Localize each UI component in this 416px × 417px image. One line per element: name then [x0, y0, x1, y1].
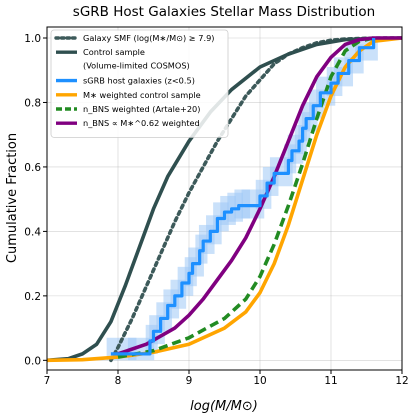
x-tick-label: 8 [115, 375, 122, 387]
legend-galaxy-smf-label: Galaxy SMF (log(M∗/M⊙) ≥ 7.9) [83, 33, 214, 43]
x-tick-label: 12 [395, 375, 408, 387]
y-axis-label: Cumulative Fraction [5, 133, 20, 263]
y-tick-label: 0.2 [24, 291, 41, 303]
y-tick-label: 0.6 [24, 162, 41, 174]
nbns-artale-series [117, 36, 374, 359]
x-axis-label: log(M/M⊙) [190, 399, 258, 414]
y-tick-label: 1.0 [24, 33, 41, 45]
legend-mass-weighted-label: M∗ weighted control sample [83, 90, 201, 100]
x-tick-label: 10 [253, 375, 266, 387]
legend-box [50, 29, 229, 138]
y-tick-label: 0.8 [24, 97, 41, 109]
legend: Galaxy SMF (log(M∗/M⊙) ≥ 7.9) Control sam… [50, 29, 229, 138]
x-tick-label: 11 [324, 375, 337, 387]
legend-control-sample-label-line2: (Volume-limited COSMOS) [83, 60, 190, 70]
x-tick-label: 7 [44, 375, 51, 387]
y-tick-label: 0.4 [24, 226, 41, 238]
chart-title: sGRB Host Galaxies Stellar Mass Distribu… [73, 4, 375, 20]
plot-frame [46, 26, 403, 371]
y-tick-label: 0.0 [24, 355, 41, 367]
legend-nbns-powerlaw-label: n_BNS ∝ M∗^0.62 weighted [83, 118, 200, 128]
legend-control-sample-label: Control sample [83, 47, 145, 57]
sgrb-hosts-series [110, 38, 376, 356]
legend-nbns-artale-label: n_BNS weighted (Artale+20) [83, 104, 200, 114]
legend-sgrb-hosts-label: sGRB host galaxies (z<0.5) [83, 76, 195, 86]
x-tick-label: 9 [186, 375, 193, 387]
control-sample-series [46, 36, 403, 363]
